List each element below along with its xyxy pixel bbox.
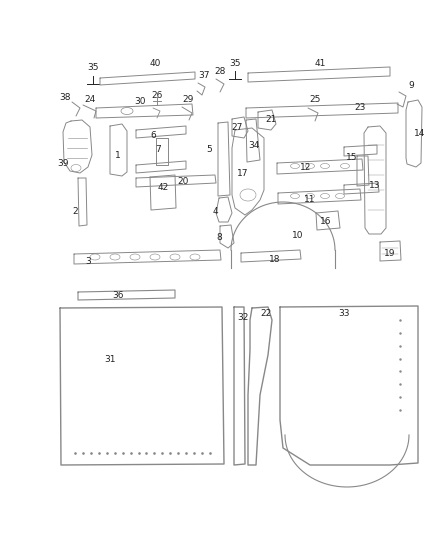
Text: 24: 24 <box>85 95 95 104</box>
Text: 23: 23 <box>354 102 366 111</box>
Text: 6: 6 <box>150 132 156 141</box>
Text: 36: 36 <box>112 292 124 301</box>
Text: 41: 41 <box>314 59 326 68</box>
Text: 22: 22 <box>260 309 272 318</box>
Text: 16: 16 <box>320 217 332 227</box>
Text: 34: 34 <box>248 141 260 149</box>
Text: 35: 35 <box>87 63 99 72</box>
Text: 38: 38 <box>59 93 71 101</box>
Text: 39: 39 <box>57 158 69 167</box>
Text: 20: 20 <box>177 177 189 187</box>
Text: 15: 15 <box>346 154 358 163</box>
Text: 28: 28 <box>214 68 226 77</box>
Text: 7: 7 <box>155 146 161 155</box>
Text: 37: 37 <box>198 70 210 79</box>
Text: 27: 27 <box>231 124 243 133</box>
Text: 33: 33 <box>338 310 350 319</box>
Text: 17: 17 <box>237 168 249 177</box>
Text: 32: 32 <box>237 313 249 322</box>
Text: 13: 13 <box>369 181 381 190</box>
Text: 35: 35 <box>229 59 241 68</box>
Text: 2: 2 <box>72 206 78 215</box>
Text: 19: 19 <box>384 249 396 259</box>
Text: 40: 40 <box>149 59 161 68</box>
Text: 3: 3 <box>85 256 91 265</box>
Text: 30: 30 <box>134 98 146 107</box>
Text: 14: 14 <box>414 128 426 138</box>
Text: 8: 8 <box>216 233 222 243</box>
Text: 12: 12 <box>300 164 312 173</box>
Text: 1: 1 <box>115 150 121 159</box>
Text: 4: 4 <box>212 207 218 216</box>
Text: 42: 42 <box>157 182 169 191</box>
Text: 26: 26 <box>151 91 162 100</box>
Text: 5: 5 <box>206 146 212 155</box>
Text: 18: 18 <box>269 254 281 263</box>
Text: 21: 21 <box>265 116 277 125</box>
Text: 29: 29 <box>182 95 194 104</box>
Text: 9: 9 <box>408 82 414 91</box>
Text: 31: 31 <box>104 356 116 365</box>
Text: 25: 25 <box>309 95 321 104</box>
Text: 10: 10 <box>292 230 304 239</box>
Text: 11: 11 <box>304 195 316 204</box>
